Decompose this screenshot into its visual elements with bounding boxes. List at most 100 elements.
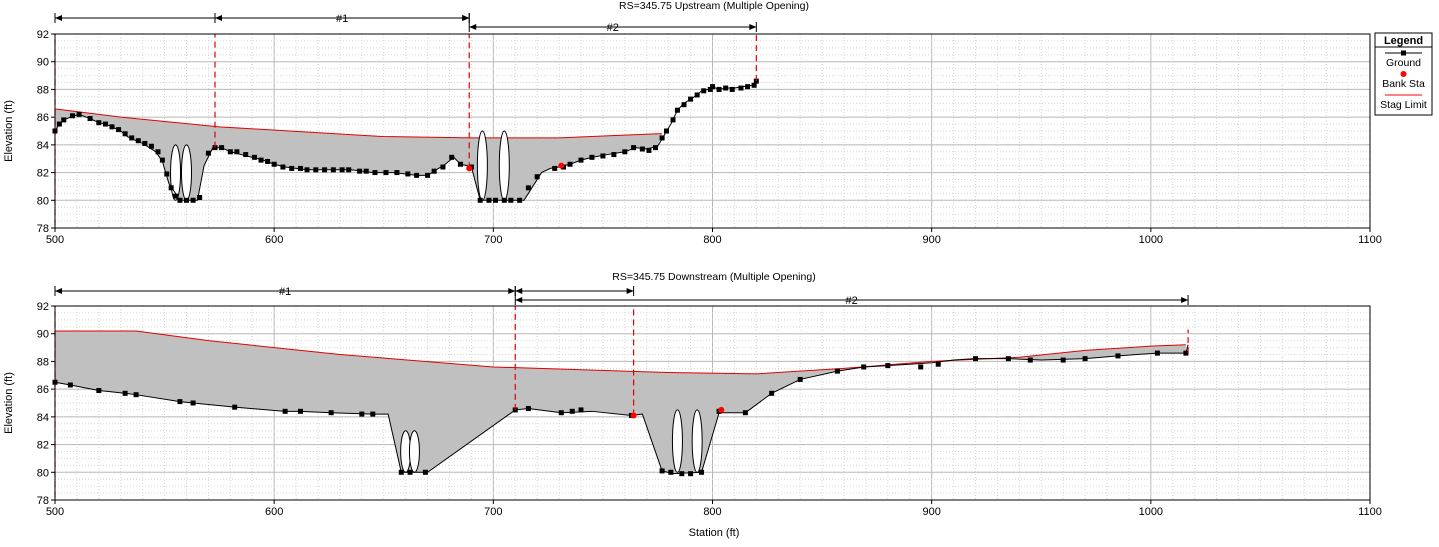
ground-point [357, 168, 363, 174]
bank-station-point [718, 406, 725, 413]
ground-point [133, 392, 139, 398]
ground-point [330, 167, 336, 173]
y-tick-label: 86 [37, 384, 49, 396]
y-tick-label: 88 [37, 356, 49, 368]
ground-point [674, 107, 680, 113]
ground-point [313, 167, 319, 173]
ground-point [710, 84, 715, 90]
ground-point [699, 469, 705, 475]
legend-item-label: Ground [1386, 57, 1421, 69]
ground-point [670, 117, 676, 123]
ground-point [600, 153, 606, 159]
pier [691, 409, 703, 473]
ground-point [289, 165, 295, 171]
x-tick-label: 600 [265, 234, 283, 246]
ground-point [405, 171, 411, 177]
ground-point [177, 399, 183, 405]
opening-arrow-head [508, 288, 516, 294]
ground-point [173, 193, 179, 199]
ground-point [1183, 350, 1189, 356]
ground-point [631, 145, 637, 151]
ground-point [258, 157, 264, 163]
opening-arrow [514, 286, 635, 296]
legend: Legend Ground Bank Sta Stag Limit [1374, 32, 1433, 116]
pier [476, 130, 488, 201]
ground-point [745, 84, 751, 90]
ground-point [1060, 357, 1066, 363]
ground-point [280, 164, 286, 170]
ground-point [265, 158, 271, 164]
ground-point [164, 171, 170, 177]
ground-point [96, 120, 102, 126]
ground-point [578, 157, 584, 163]
opening-arrow-head [515, 297, 523, 303]
ground-point [973, 356, 978, 362]
ground-point [304, 167, 310, 173]
ground-point [297, 408, 303, 414]
ground-point [346, 167, 352, 173]
ground-point [622, 149, 628, 155]
opening-label: #1 [279, 286, 291, 298]
ground-point [109, 124, 115, 130]
ground-point [457, 161, 463, 167]
ground-point [168, 185, 174, 191]
opening-arrow-head [462, 15, 470, 21]
ground-point [834, 368, 840, 374]
ground-point [1115, 353, 1121, 359]
y-axis-label: Elevation (ft) [3, 100, 15, 162]
y-tick-label: 78 [37, 223, 49, 235]
ground-point [589, 154, 595, 160]
ground-point [271, 161, 277, 167]
x-tick-label: 1000 [1139, 506, 1163, 518]
opening-arrow-head [214, 15, 222, 21]
downstream-panel: #1 #2 500 600 700 800 900 1000 1100 78 80 82 84 86 88 9… [3, 271, 1382, 539]
ground-point [742, 410, 748, 416]
y-tick-label: 84 [37, 140, 49, 152]
ground-point [155, 149, 161, 155]
ground-point [142, 140, 148, 146]
ground-point [552, 165, 558, 171]
ground-point [227, 149, 233, 155]
legend-ground-marker [1401, 50, 1406, 56]
ground-point [534, 174, 540, 180]
opening-arrow: #2 [468, 22, 757, 34]
ground-point [76, 111, 82, 117]
chart-title: RS=345.75 Downstream (Multiple Opening) [612, 271, 815, 283]
opening-arrow-head [55, 15, 62, 21]
ground-point [477, 197, 483, 203]
x-tick-label: 500 [46, 234, 64, 246]
ground-point [694, 92, 700, 98]
ground-point [70, 113, 76, 119]
opening-label: #2 [846, 295, 858, 307]
opening-arrow-head [55, 288, 62, 294]
y-tick-label: 90 [37, 329, 49, 341]
ground-point [219, 145, 225, 151]
pier [181, 144, 192, 201]
ground-point [243, 152, 249, 158]
ground-point [422, 469, 428, 475]
flow-area [55, 108, 663, 201]
ground-point [148, 143, 154, 149]
upstream-panel: #1 #2 500 600 700 800 900 1000 1100 78 80 82 84 86 88 9… [3, 0, 1382, 246]
y-tick-label: 80 [37, 195, 49, 207]
ground-point [668, 469, 674, 475]
ground-point [679, 471, 685, 477]
ground-point [102, 121, 108, 127]
ground-point [716, 86, 722, 92]
pier [671, 409, 683, 473]
ground-point [129, 135, 135, 141]
ground-point [688, 96, 694, 102]
ground-point [885, 363, 891, 369]
opening-arrow: #2 [514, 295, 1189, 307]
ground-point [67, 382, 73, 388]
ground-point [159, 157, 165, 163]
ground-point [701, 88, 707, 94]
ground-point [184, 197, 189, 203]
y-tick-label: 88 [37, 84, 49, 96]
legend-item-label: Stag Limit [1380, 99, 1427, 111]
ground-point [372, 170, 378, 176]
ground-point [723, 85, 729, 91]
ground-point [363, 168, 369, 174]
ground-point [567, 161, 573, 167]
legend-bank-marker [1400, 71, 1407, 77]
